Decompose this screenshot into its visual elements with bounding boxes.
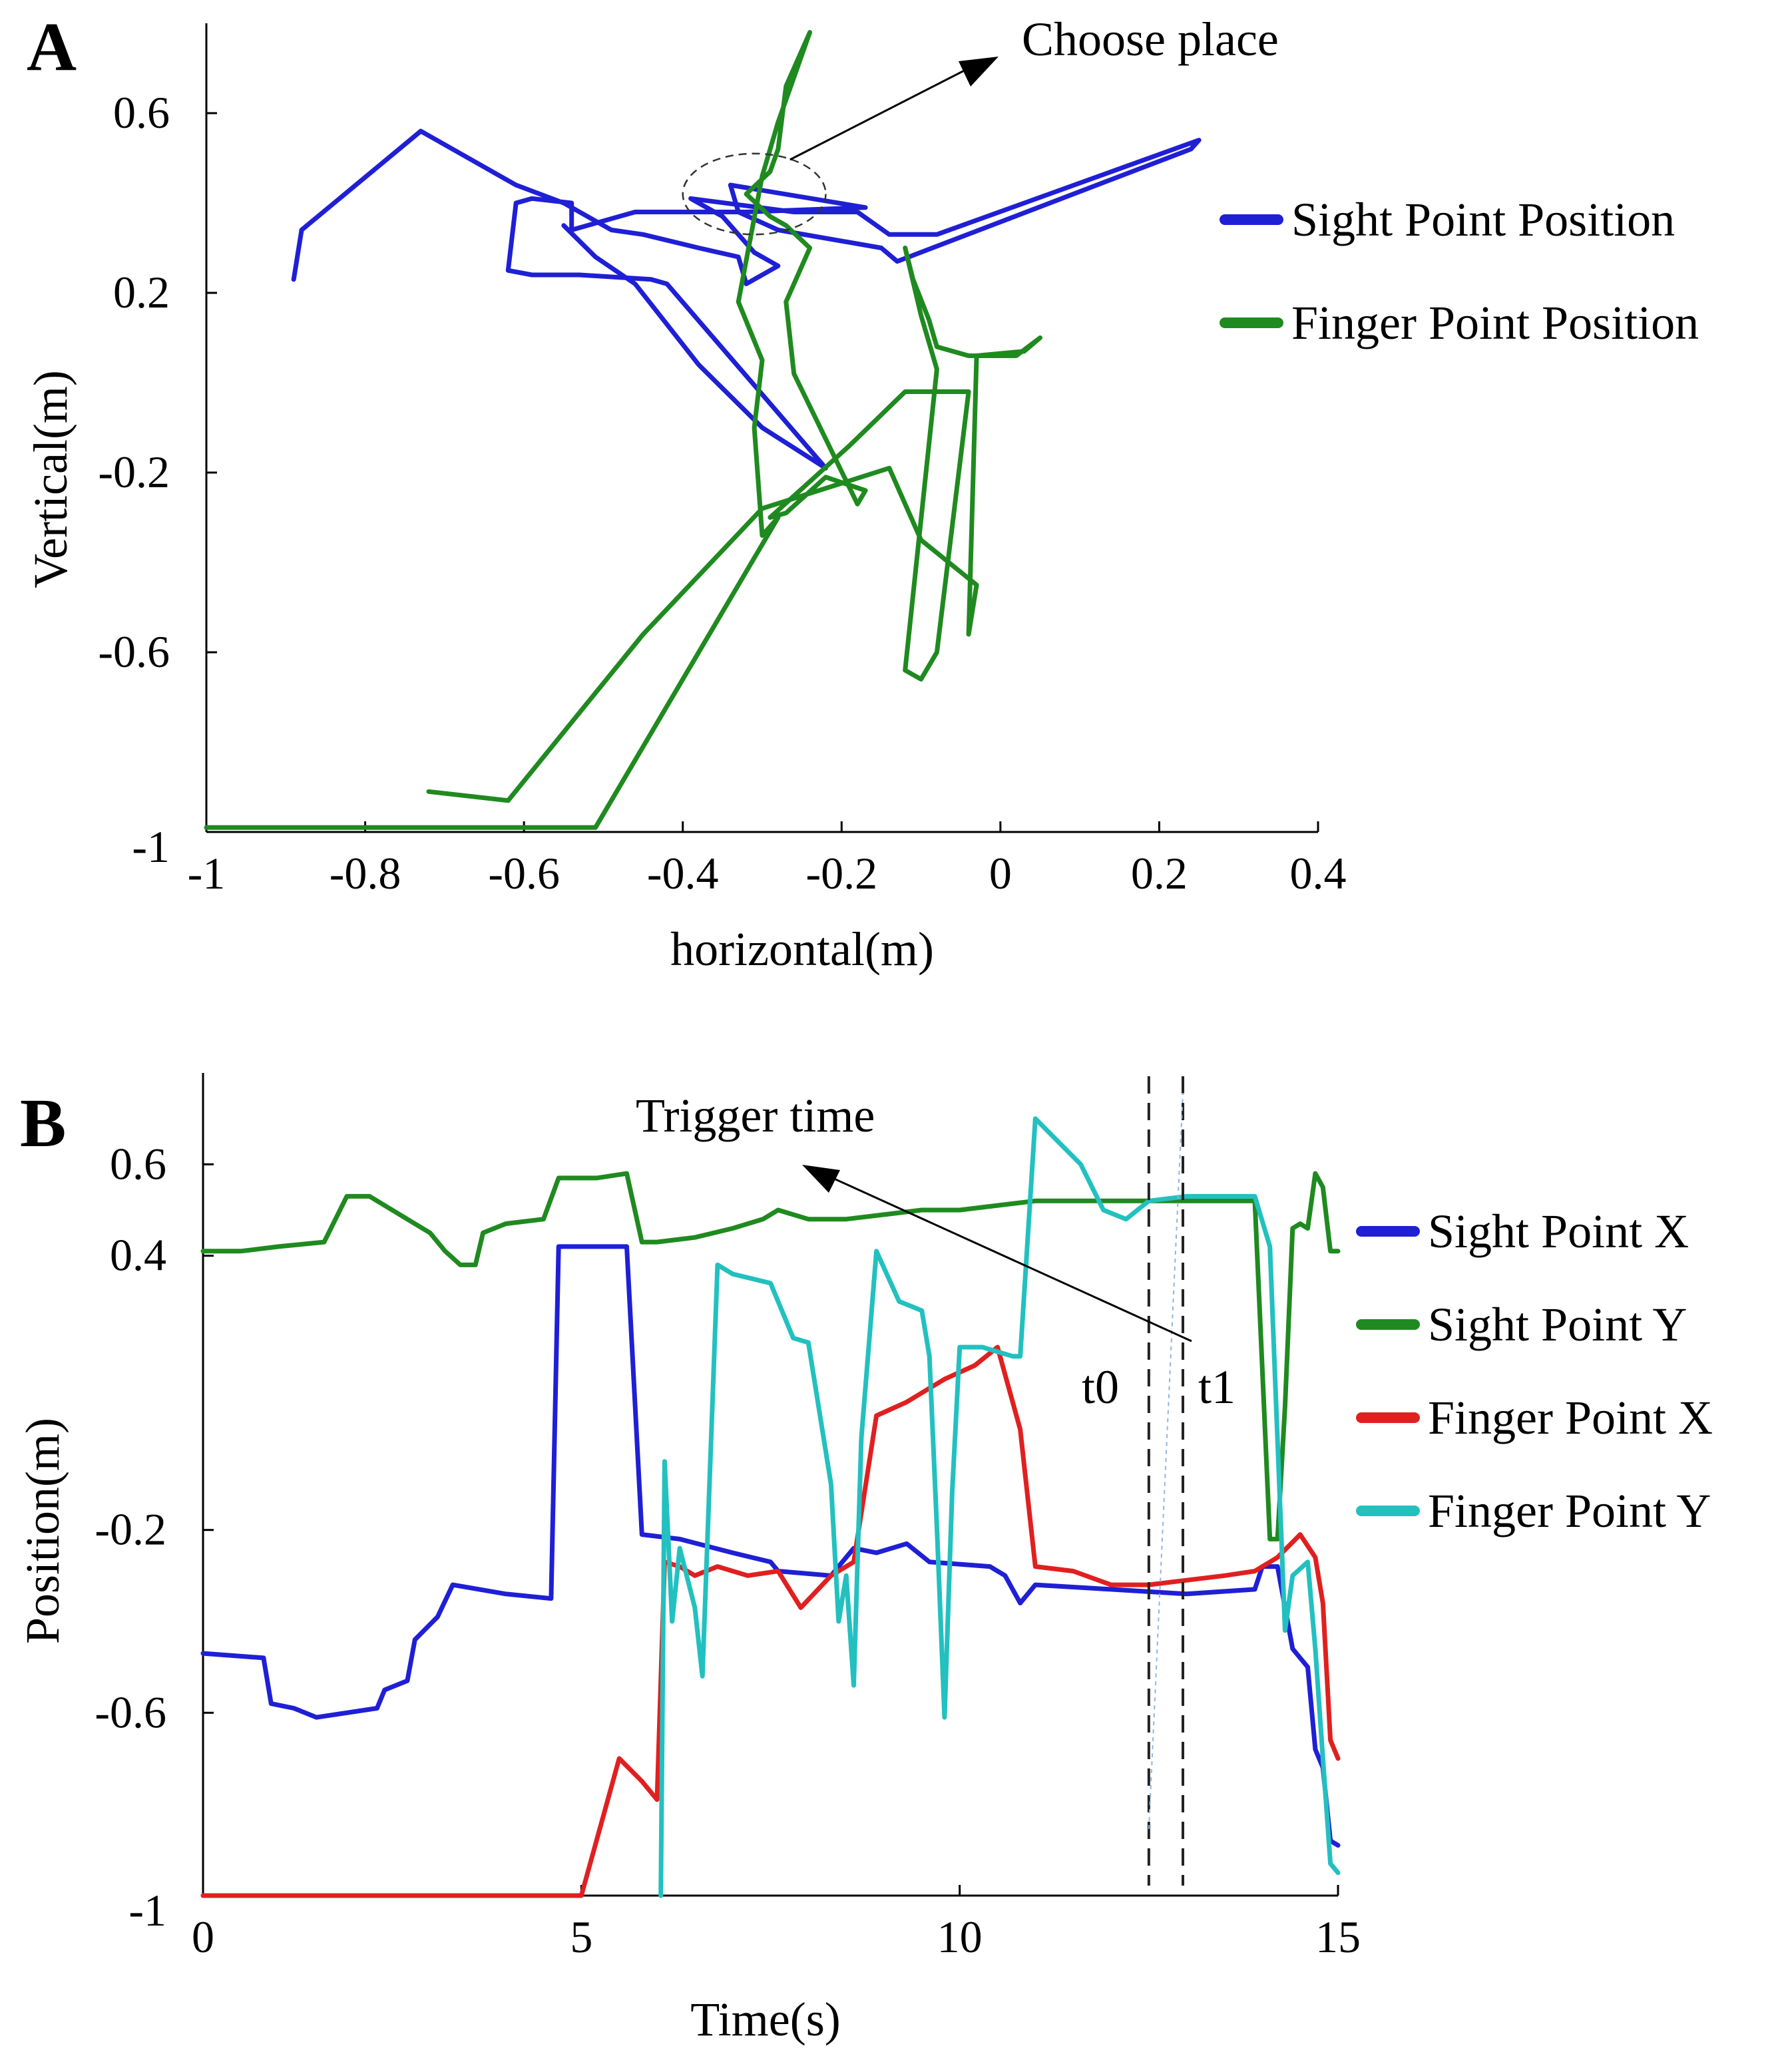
series-sight-point-x [200,1244,1341,1848]
b-x-tick-label: 5 [570,1912,592,1962]
panel-b-legend: Sight Point X Sight Point Y Finger Point X… [1356,1205,1713,1538]
panel-a-axes: -1 -0.8 -0.6 -0.4 -0.2 0 0.2 0.4 -1 -0.6 -0.2 0.2 0.… [98,23,1347,899]
b-y-tick-label: 0.4 [110,1230,166,1281]
t0-label: t0 [1082,1360,1119,1414]
panel-b-series [200,1116,1341,1898]
legend-label-sight-point-position: Sight Point Position [1291,193,1675,246]
panel-b-annotation: Trigger time t0 t1 [636,1076,1235,1886]
a-x-tick-label: 0.2 [1131,848,1188,899]
choose-place-label: Choose place [1022,13,1279,66]
legend-label-finger-point-y: Finger Point Y [1428,1484,1711,1538]
choose-place-arrow-line [789,62,979,161]
series-finger-point-position [204,30,1042,830]
b-y-tick-label: -0.2 [95,1504,166,1555]
a-x-tick-label: -0.4 [647,848,719,899]
series-sight-point-position [291,128,1202,471]
panel-a-x-axis-title: horizontal(m) [670,922,934,976]
b-y-tick-label: -1 [128,1885,166,1936]
series-sight-point-y [200,1171,1341,1541]
t1-label: t1 [1198,1360,1235,1414]
legend-label-finger-point-position: Finger Point Position [1291,296,1699,349]
panel-a-annotation: Choose place [682,13,1279,236]
trigger-window-diagonal [1148,1092,1184,1830]
a-x-tick-label: -1 [188,848,226,899]
a-x-tick-label: -0.2 [805,848,877,899]
a-y-tick-label: -1 [132,821,170,872]
a-y-tick-label: -0.2 [98,447,170,497]
a-y-tick-label: -0.6 [98,626,170,677]
panel-a-legend: Sight Point Position Finger Point Positio… [1220,193,1699,349]
legend-label-sight-point-y: Sight Point Y [1428,1298,1687,1351]
trigger-time-arrow-line [825,1173,1192,1342]
b-x-tick-label: 0 [192,1912,214,1962]
choose-place-circle [682,152,827,236]
panel-b-axes: 0 5 10 15 -1 -0.6 -0.2 0.4 0.6 [95,1073,1361,1962]
panel-a-label: A [27,9,77,85]
a-x-tick-label: -0.8 [330,848,401,899]
a-x-tick-label: 0.4 [1290,848,1347,899]
b-x-tick-label: 15 [1315,1912,1361,1962]
panel-a-series [204,30,1202,830]
panel-a: A horizontal(m) Vertical(m) -1 -0.8 -0.6 -0… [24,9,1699,976]
a-x-tick-label: 0 [989,848,1012,899]
trigger-time-label: Trigger time [636,1089,875,1142]
legend-label-finger-point-x: Finger Point X [1428,1391,1713,1444]
a-y-tick-label: 0.6 [113,87,170,138]
a-y-tick-label: 0.2 [113,267,170,317]
panel-b-x-axis-title: Time(s) [690,1993,840,2046]
panel-a-y-axis-title: Vertical(m) [24,370,77,588]
choose-place-arrow-head [959,57,999,87]
series-finger-point-y [658,1116,1341,1898]
panel-b-label: B [20,1085,66,1161]
panel-b: B Time(s) Position(m) 0 5 10 15 -1 -0.6 -0.2 0.… [16,1073,1713,2046]
legend-label-sight-point-x: Sight Point X [1428,1205,1689,1258]
a-x-tick-label: -0.6 [488,848,560,899]
b-x-tick-label: 10 [937,1912,983,1962]
panel-b-y-axis-title: Position(m) [16,1418,69,1644]
b-y-tick-label: -0.6 [95,1687,166,1737]
trigger-time-arrow-head [802,1165,840,1193]
b-y-tick-label: 0.6 [110,1138,166,1189]
